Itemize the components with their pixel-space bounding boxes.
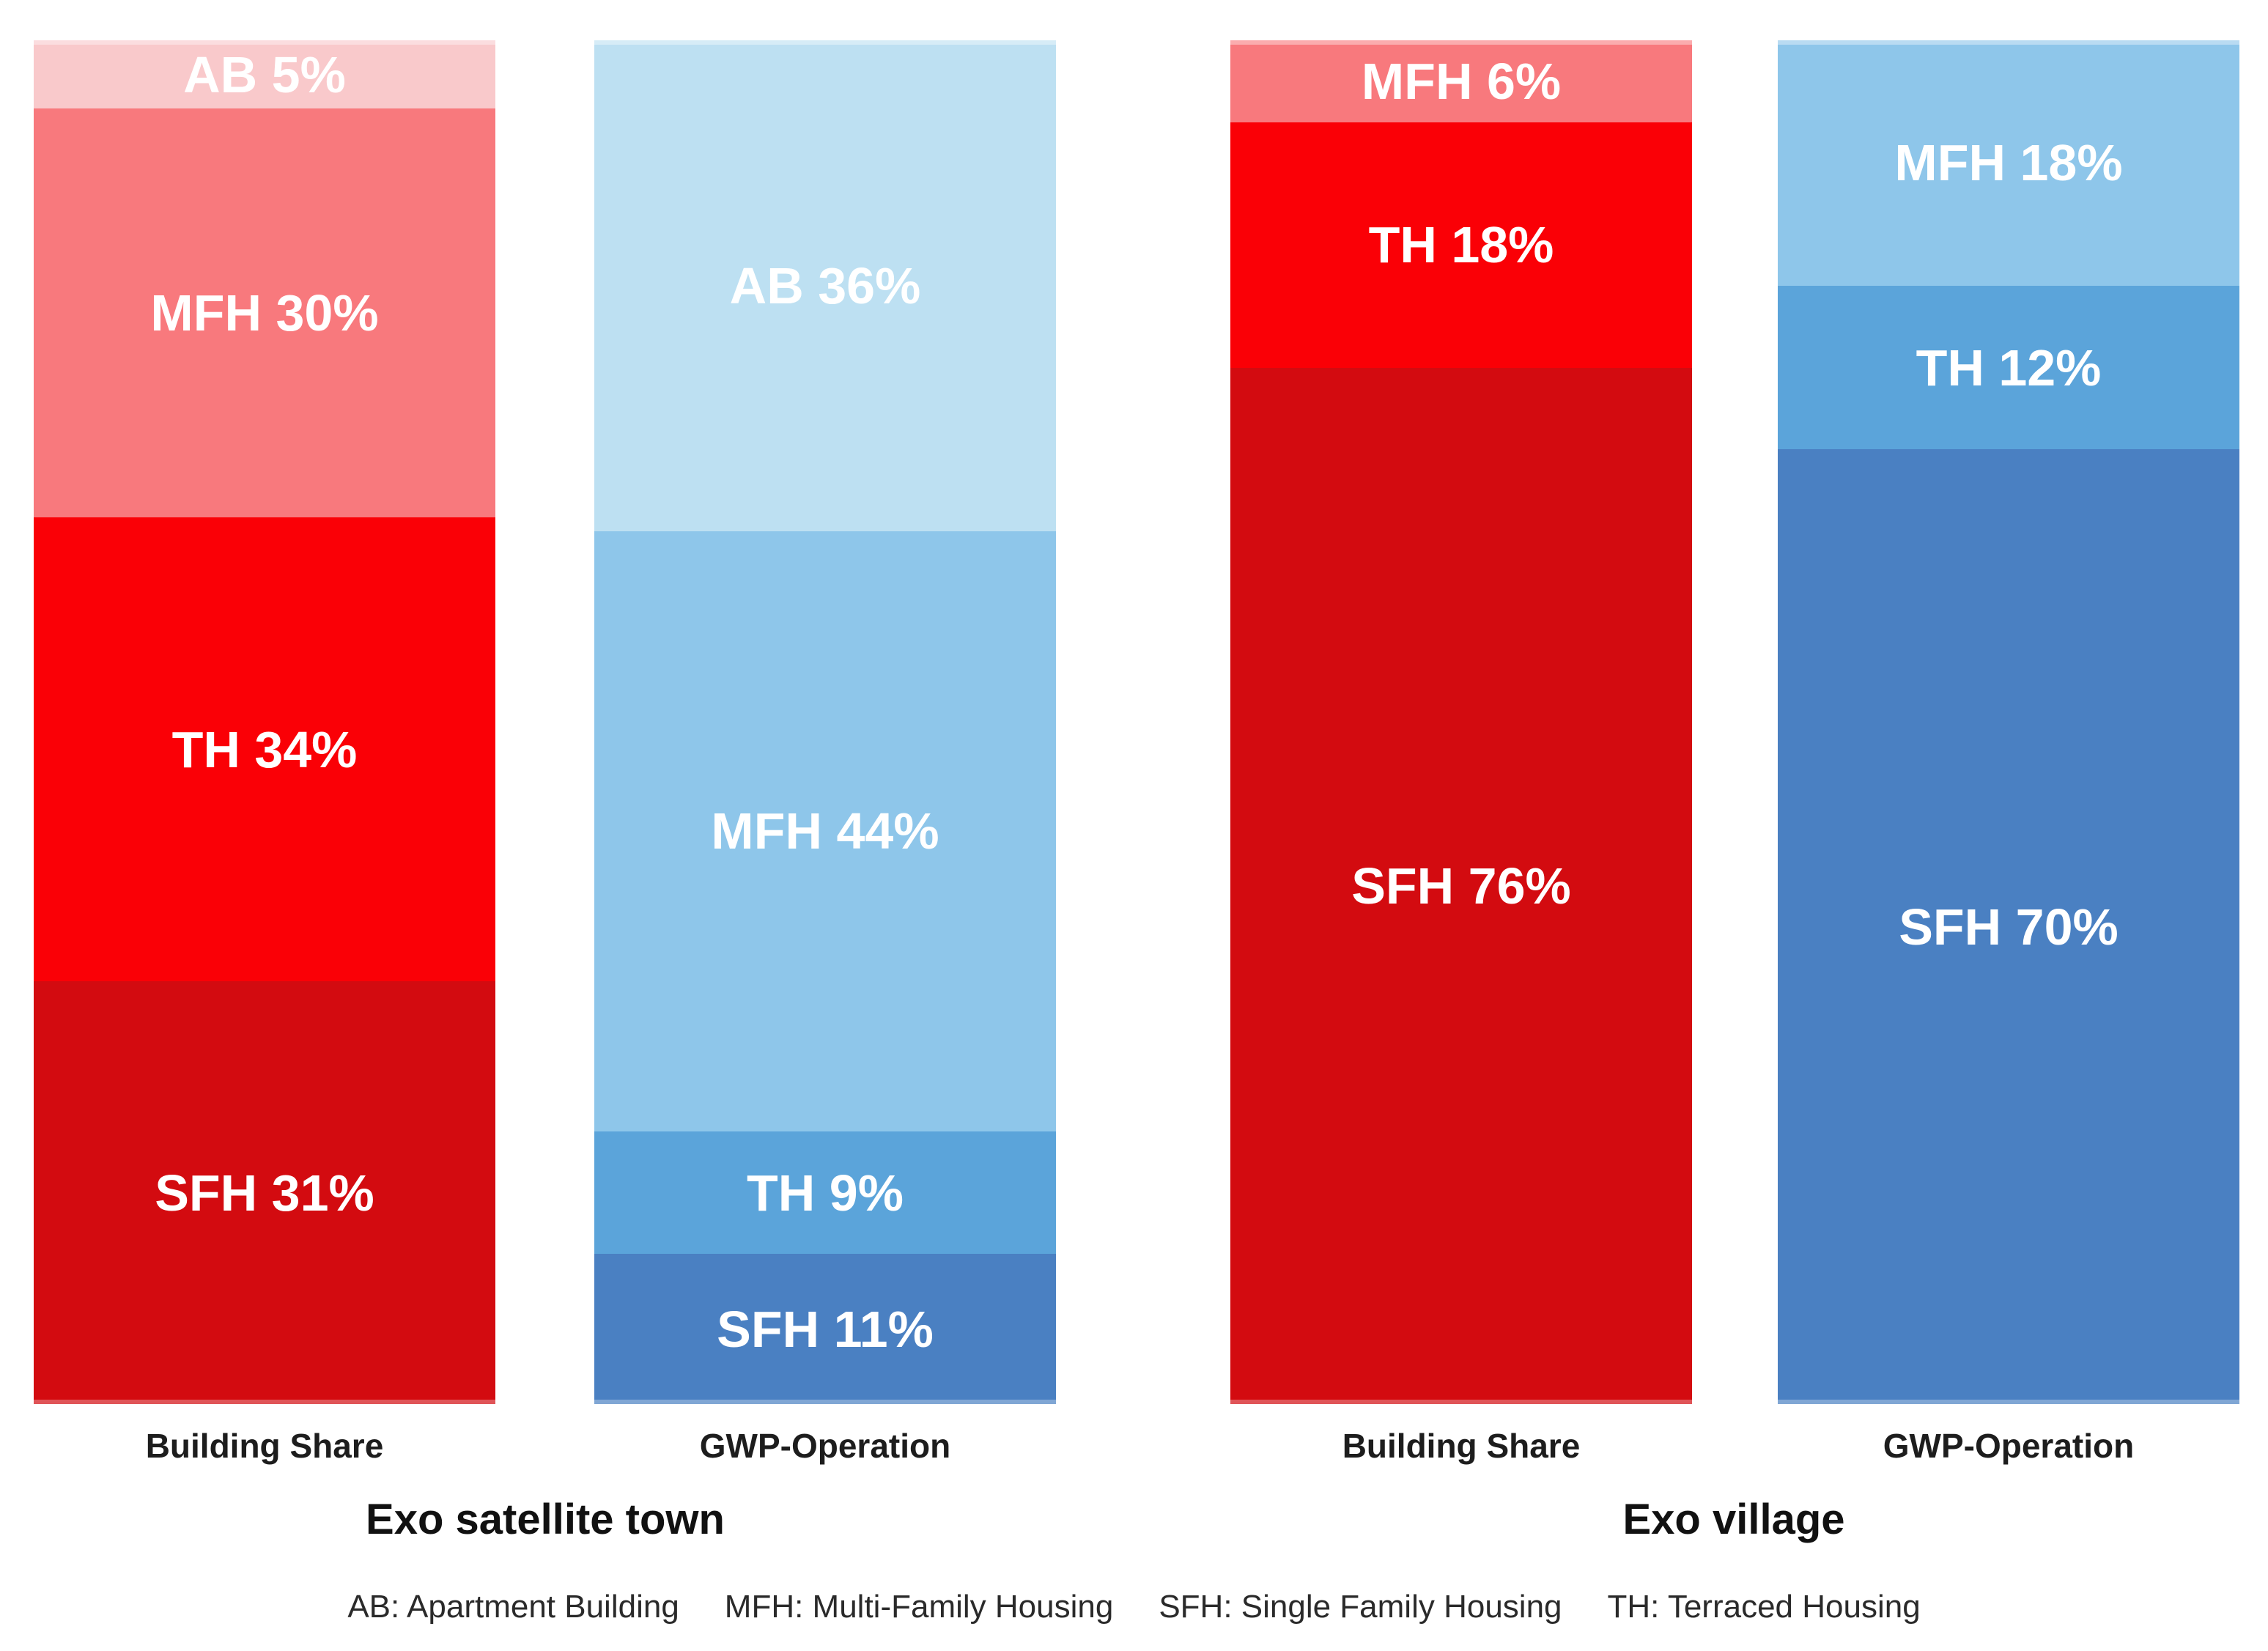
segment-label-sfh: SFH 76% [1351, 857, 1571, 915]
segment-mfh: MFH 44% [594, 531, 1056, 1131]
segment-label-mfh: MFH 30% [150, 284, 379, 342]
group-label-exo-satellite-town: Exo satellite town [366, 1496, 725, 1543]
axis-label-gwp-operation-exo-village: GWP-Operation [1883, 1427, 2135, 1465]
bar-gwp-operation-exo-satellite-town: AB 36% MFH 44% TH 9% SFH 11% [594, 40, 1056, 1404]
segment-label-mfh: MFH 18% [1894, 134, 2123, 192]
segment-th: TH 34% [34, 517, 495, 982]
segment-mfh: MFH 18% [1778, 40, 2239, 286]
segment-label-th: TH 18% [1368, 216, 1554, 274]
axis-label-gwp-operation-exo-satellite-town: GWP-Operation [699, 1427, 951, 1465]
segment-label-sfh: SFH 11% [717, 1300, 934, 1358]
legend-item-th: TH: Terraced Housing [1607, 1589, 1921, 1625]
segment-th: TH 18% [1230, 122, 1692, 368]
segment-label-mfh: MFH 6% [1361, 52, 1562, 110]
legend-item-sfh: SFH: Single Family Housing [1159, 1589, 1562, 1625]
legend: AB: Apartment Building MFH: Multi-Family … [0, 1589, 2268, 1625]
bar-building-share-exo-satellite-town: AB 5% MFH 30% TH 34% SFH 31% [34, 40, 495, 1404]
legend-item-mfh: MFH: Multi-Family Housing [724, 1589, 1114, 1625]
segment-label-mfh: MFH 44% [711, 802, 939, 860]
segment-label-th: TH 34% [171, 720, 358, 778]
segment-mfh: MFH 30% [34, 108, 495, 518]
axis-label-building-share-exo-satellite-town: Building Share [145, 1427, 384, 1465]
axis-label-building-share-exo-village: Building Share [1342, 1427, 1581, 1465]
bar-building-share-exo-village: MFH 6% TH 18% SFH 76% [1230, 40, 1692, 1404]
group-label-exo-village: Exo village [1622, 1496, 1845, 1543]
segment-ab: AB 5% [34, 40, 495, 109]
segment-ab: AB 36% [594, 40, 1056, 531]
segment-label-sfh: SFH 70% [1899, 898, 2119, 956]
segment-label-sfh: SFH 31% [155, 1164, 374, 1222]
legend-item-ab: AB: Apartment Building [347, 1589, 679, 1625]
bar-gwp-operation-exo-village: MFH 18% TH 12% SFH 70% [1778, 40, 2239, 1404]
segment-sfh: SFH 76% [1230, 367, 1692, 1404]
segment-th: TH 9% [594, 1131, 1056, 1255]
segment-label-ab: AB 36% [729, 256, 921, 314]
segment-th: TH 12% [1778, 285, 2239, 450]
segment-label-ab: AB 5% [183, 45, 346, 103]
segment-sfh: SFH 31% [34, 981, 495, 1404]
segment-sfh: SFH 11% [594, 1254, 1056, 1404]
segment-mfh: MFH 6% [1230, 40, 1692, 122]
segment-sfh: SFH 70% [1778, 449, 2239, 1404]
segment-label-th: TH 9% [747, 1164, 904, 1222]
segment-label-th: TH 12% [1916, 339, 2102, 396]
